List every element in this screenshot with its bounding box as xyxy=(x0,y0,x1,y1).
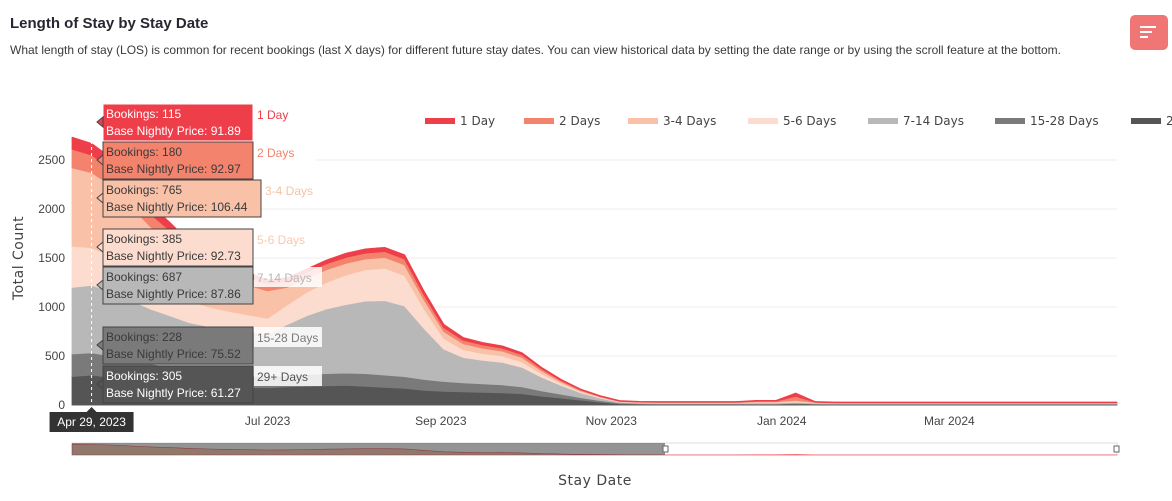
tooltip-name-box xyxy=(254,229,316,249)
hover-tooltips: Bookings: 115 Base Nightly Price: 91.89 1 … xyxy=(96,103,324,404)
legend[interactable]: 1 Day 2 Days 3-4 Days 5-6 Days 7-14 Days 15-2… xyxy=(425,114,1172,128)
tooltip-pointer xyxy=(96,377,104,391)
y-tick-label: 2500 xyxy=(38,153,65,167)
legend-label: 5-6 Days xyxy=(783,114,836,128)
y-tick-label: 2000 xyxy=(38,202,65,216)
menu-button[interactable] xyxy=(1130,15,1168,50)
tooltip-series-name: 15-28 Days xyxy=(257,331,318,345)
menu-lines-icon xyxy=(1140,26,1156,38)
legend-label: 3-4 Days xyxy=(663,114,716,128)
tooltip-15-28-days: Bookings: 228 Base Nightly Price: 75.52 15… xyxy=(96,326,322,365)
y-axis-title: Total Count xyxy=(11,216,27,301)
legend-label: 15-28 Days xyxy=(1030,114,1099,128)
legend-item-15-28-days[interactable]: 15-28 Days xyxy=(995,114,1099,128)
x-tick-label: Sep 2023 xyxy=(415,414,467,428)
tooltip-pointer xyxy=(96,115,104,129)
tooltip-series-name: 5-6 Days xyxy=(257,233,305,247)
tooltip-5-6-days: Bookings: 385 Base Nightly Price: 92.73 5-… xyxy=(96,228,316,267)
x-tick-label: Mar 2024 xyxy=(924,414,975,428)
y-axis-ticks: 0 500 1000 1500 2000 2500 xyxy=(38,153,65,412)
range-slider[interactable] xyxy=(71,442,1120,456)
tooltip-name-box xyxy=(262,180,324,200)
legend-swatch xyxy=(748,118,778,124)
legend-item-1-day[interactable]: 1 Day xyxy=(425,114,495,128)
tooltip-bookings: Bookings: 228 xyxy=(106,330,182,344)
tooltip-pointer xyxy=(96,191,104,205)
tooltip-3-4-days: Bookings: 765 Base Nightly Price: 106.44 3… xyxy=(96,179,324,218)
tooltip-price: Base Nightly Price: 91.89 xyxy=(106,124,241,138)
tooltip-price: Base Nightly Price: 87.86 xyxy=(106,287,241,301)
tooltip-pointer xyxy=(96,278,104,292)
range-slider-mask xyxy=(72,443,665,455)
chart-description: What length of stay (LOS) is common for … xyxy=(10,43,1061,57)
legend-item-29-days[interactable]: 29+ Days xyxy=(1131,114,1172,128)
hover-date-box xyxy=(49,412,134,432)
hover-date-label: Apr 29, 2023 xyxy=(57,415,126,429)
y-tick-label: 1500 xyxy=(38,251,65,265)
range-slider-handle-right[interactable] xyxy=(1113,445,1120,453)
y-tick-label: 0 xyxy=(58,398,65,412)
x-tick-label: Jan 2024 xyxy=(757,414,807,428)
tooltip-price: Base Nightly Price: 106.44 xyxy=(106,200,248,214)
tooltip-bookings: Bookings: 687 xyxy=(106,270,182,284)
tooltip-price: Base Nightly Price: 92.73 xyxy=(106,249,241,263)
tooltip-name-box xyxy=(254,366,322,386)
tooltip-name-box xyxy=(254,104,316,124)
legend-label: 7-14 Days xyxy=(903,114,964,128)
legend-item-7-14-days[interactable]: 7-14 Days xyxy=(868,114,964,128)
legend-label: 2 Days xyxy=(559,114,600,128)
legend-label: 29+ Days xyxy=(1166,114,1172,128)
legend-swatch xyxy=(425,118,455,124)
legend-swatch xyxy=(628,118,658,124)
tooltip-pointer xyxy=(96,153,104,167)
tooltip-pointer xyxy=(96,338,104,352)
legend-label: 1 Day xyxy=(460,114,495,128)
x-axis-title: Stay Date xyxy=(558,473,632,489)
legend-item-2-days[interactable]: 2 Days xyxy=(524,114,600,128)
tooltip-bookings: Bookings: 115 xyxy=(106,107,181,121)
tooltip-bookings: Bookings: 765 xyxy=(106,183,182,197)
tooltip-bookings: Bookings: 305 xyxy=(106,369,182,383)
tooltip-name-box xyxy=(254,142,316,162)
tooltip-series-name: 1 Day xyxy=(257,108,288,122)
tooltip-29-days: Bookings: 305 Base Nightly Price: 61.27 29… xyxy=(96,365,322,404)
tooltip-2-days: Bookings: 180 Base Nightly Price: 92.97 2 … xyxy=(96,141,316,180)
chart-title: Length of Stay by Stay Date xyxy=(10,15,209,32)
tooltip-price: Base Nightly Price: 92.97 xyxy=(106,162,241,176)
legend-swatch xyxy=(868,118,898,124)
x-tick-label: Jul 2023 xyxy=(245,414,291,428)
legend-item-5-6-days[interactable]: 5-6 Days xyxy=(748,114,836,128)
legend-swatch xyxy=(1131,118,1161,124)
legend-item-3-4-days[interactable]: 3-4 Days xyxy=(628,114,716,128)
x-tick-label: Nov 2023 xyxy=(586,414,638,428)
legend-swatch xyxy=(995,118,1025,124)
tooltip-bookings: Bookings: 385 xyxy=(106,232,182,246)
tooltip-series-name: 29+ Days xyxy=(257,370,308,384)
tooltip-7-14-days: Bookings: 687 Base Nightly Price: 87.86 7-… xyxy=(96,266,322,305)
hover-date-pointer xyxy=(86,407,97,412)
tooltip-price: Base Nightly Price: 75.52 xyxy=(106,347,241,361)
tooltip-name-box xyxy=(254,327,322,347)
tooltip-price: Base Nightly Price: 61.27 xyxy=(106,386,241,400)
tooltip-series-name: 2 Days xyxy=(257,146,294,160)
tooltip-bookings: Bookings: 180 xyxy=(106,145,182,159)
tooltip-name-box xyxy=(254,267,322,287)
legend-swatch xyxy=(524,118,554,124)
y-tick-label: 500 xyxy=(45,349,65,363)
x-axis-ticks: Jul 2023 Sep 2023 Nov 2023 Jan 2024 Mar 2024 xyxy=(245,414,975,428)
tooltip-box xyxy=(102,326,254,365)
tooltip-box xyxy=(102,179,262,218)
tooltip-box xyxy=(102,266,254,305)
tooltip-1-day: Bookings: 115 Base Nightly Price: 91.89 1 … xyxy=(96,103,316,142)
tooltip-box xyxy=(102,103,254,142)
range-slider-handle-left[interactable] xyxy=(662,445,669,453)
hover-spike: Apr 29, 2023 xyxy=(49,111,134,432)
y-tick-label: 1000 xyxy=(38,300,65,314)
tooltip-box xyxy=(102,228,254,267)
tooltip-pointer xyxy=(96,240,104,254)
tooltip-series-name: 7-14 Days xyxy=(257,271,312,285)
tooltip-series-name: 3-4 Days xyxy=(265,184,313,198)
